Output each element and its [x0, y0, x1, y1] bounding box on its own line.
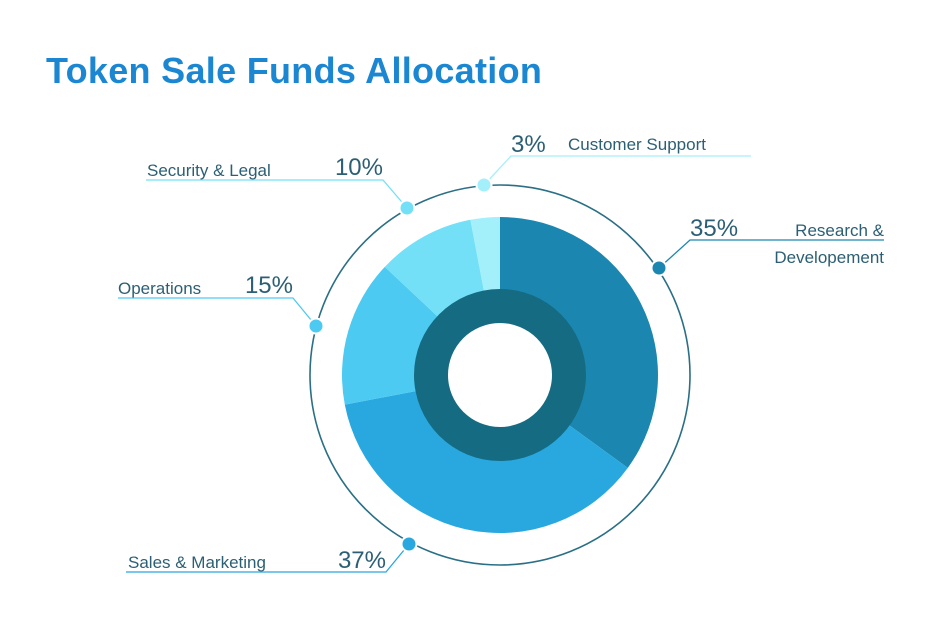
leader-line-security-legal	[146, 179, 408, 209]
percent-label-sales-marketing: 37%	[338, 547, 386, 574]
percent-label-customer-support: 3%	[511, 131, 546, 158]
category-label-customer-support: Customer Support	[568, 135, 706, 154]
callouts: 35% Research & Developement 37% Sales & Mark…	[118, 131, 885, 574]
callout-dot-research-developement	[650, 259, 668, 277]
percent-label-research-developement: 35%	[690, 215, 738, 242]
percent-label-operations: 15%	[245, 272, 293, 299]
category-label-security-legal: Security & Legal	[147, 161, 271, 180]
category-label-sales-marketing: Sales & Marketing	[128, 553, 266, 572]
category-label-research-developement-line-2: Developement	[774, 248, 884, 267]
percent-label-security-legal: 10%	[335, 154, 383, 181]
chart-title: Token Sale Funds Allocation	[46, 50, 542, 91]
category-label-operations: Operations	[118, 279, 201, 298]
center-hole	[448, 323, 552, 427]
outer-ring	[309, 184, 691, 566]
callout-dot-sales-marketing	[400, 535, 418, 553]
category-label-research-developement-line-1: Research &	[795, 221, 884, 240]
leader-line-sales-marketing	[126, 543, 410, 573]
leader-line-operations	[118, 297, 317, 327]
callout-dot-security-legal	[398, 199, 416, 217]
callout-dot-customer-support	[475, 176, 493, 194]
leader-line-research-developement	[658, 239, 884, 269]
leader-line-customer-support	[483, 155, 751, 186]
callout-dot-operations	[307, 317, 325, 335]
